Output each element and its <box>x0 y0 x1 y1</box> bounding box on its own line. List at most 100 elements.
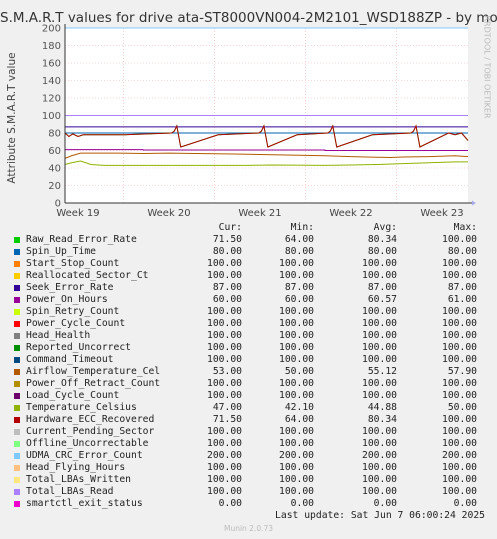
last-update: Last update: Sat Jun 7 06:00:24 2025 <box>275 510 485 521</box>
y-tick-label: 160 <box>42 59 61 70</box>
legend-series-name: Power_Off_Retract_Count <box>26 378 161 389</box>
legend-row: Spin_Retry_Count 100.00 100.00 100.00 100.00 <box>12 306 487 318</box>
chart-title: S.M.A.R.T values for drive ata-ST8000VN0… <box>0 10 497 26</box>
legend-min-value: 100.00 <box>279 342 314 353</box>
legend-max-value: 57.90 <box>447 366 477 377</box>
legend-swatch <box>14 285 20 291</box>
legend-row: Reallocated_Sector_Ct 100.00 100.00 100.00 1… <box>12 270 487 282</box>
legend-header-avg: Avg: <box>373 222 397 233</box>
legend-avg-value: 200.00 <box>362 450 397 461</box>
legend-swatch <box>14 489 20 495</box>
legend-cur-value: 100.00 <box>207 330 242 341</box>
legend-series-name: Offline_Uncorrectable <box>26 438 149 449</box>
y-tick-label: 80 <box>48 129 61 140</box>
legend-cur-value: 0.00 <box>218 498 242 509</box>
legend-max-value: 100.00 <box>442 318 477 329</box>
x-tick-label: Week 21 <box>238 208 281 219</box>
legend-series-name: Total_LBAs_Read <box>26 486 114 497</box>
legend-series-name: Hardware_ECC_Recovered <box>26 414 155 425</box>
legend-min-value: 100.00 <box>279 438 314 449</box>
legend-series-name: Power_Cycle_Count <box>26 318 126 329</box>
legend-swatch <box>14 465 20 471</box>
legend-row: Start_Stop_Count 100.00 100.00 100.00 100.00 <box>12 258 487 270</box>
legend-max-value: 61.00 <box>447 294 477 305</box>
legend-cur-value: 71.50 <box>212 414 242 425</box>
legend-min-value: 60.00 <box>284 294 314 305</box>
legend-min-value: 64.00 <box>284 234 314 245</box>
y-tick-label: 140 <box>42 76 61 87</box>
legend-avg-value: 87.00 <box>367 282 397 293</box>
legend-min-value: 100.00 <box>279 306 314 317</box>
legend-min-value: 100.00 <box>279 318 314 329</box>
legend-swatch <box>14 417 20 423</box>
legend-cur-value: 100.00 <box>207 270 242 281</box>
legend-cur-value: 100.00 <box>207 318 242 329</box>
legend-min-value: 100.00 <box>279 474 314 485</box>
legend-min-value: 100.00 <box>279 270 314 281</box>
legend-avg-value: 0.00 <box>373 498 397 509</box>
y-tick-label: 100 <box>42 111 61 122</box>
legend-cur-value: 100.00 <box>207 438 242 449</box>
legend-row: Power_Off_Retract_Count 100.00 100.00 100.0… <box>12 378 487 390</box>
legend-row: UDMA_CRC_Error_Count 200.00 200.00 200.00 20… <box>12 450 487 462</box>
legend-row: Command_Timeout 100.00 100.00 100.00 100.00 <box>12 354 487 366</box>
legend-series-name: Load_Cycle_Count <box>26 390 120 401</box>
legend-swatch <box>14 477 20 483</box>
legend-max-value: 100.00 <box>442 414 477 425</box>
legend-header-cur: Cur: <box>218 222 242 233</box>
legend-max-value: 100.00 <box>442 426 477 437</box>
series-line-temperature-celsius <box>64 160 468 166</box>
legend-row: Airflow_Temperature_Cel 53.00 50.00 55.12 57… <box>12 366 487 378</box>
legend-max-value: 100.00 <box>442 306 477 317</box>
y-tick-label: 20 <box>48 181 61 192</box>
legend-max-value: 100.00 <box>442 438 477 449</box>
legend-cur-value: 100.00 <box>207 342 242 353</box>
legend-row: Head_Flying_Hours 100.00 100.00 100.00 100.0… <box>12 462 487 474</box>
legend-cur-value: 60.00 <box>212 294 242 305</box>
legend-avg-value: 100.00 <box>362 486 397 497</box>
legend-max-value: 100.00 <box>442 234 477 245</box>
legend-min-value: 100.00 <box>279 330 314 341</box>
legend-row: Total_LBAs_Read 100.00 100.00 100.00 100.00 <box>12 486 487 498</box>
legend-row: Raw_Read_Error_Rate 71.50 64.00 80.34 100.00 <box>12 234 487 246</box>
legend-swatch <box>14 309 20 315</box>
legend-header-max: Max: <box>453 222 477 233</box>
legend-swatch <box>14 237 20 243</box>
y-tick-label: 0 <box>55 199 61 210</box>
legend-cur-value: 87.00 <box>212 282 242 293</box>
legend-series-name: Head_Health <box>26 330 91 341</box>
legend-min-value: 200.00 <box>279 450 314 461</box>
legend-cur-value: 53.00 <box>212 366 242 377</box>
legend-avg-value: 100.00 <box>362 342 397 353</box>
legend-row: Power_Cycle_Count 100.00 100.00 100.00 100.0… <box>12 318 487 330</box>
legend-min-value: 100.00 <box>279 426 314 437</box>
legend-avg-value: 100.00 <box>362 330 397 341</box>
legend-swatch <box>14 345 20 351</box>
legend-swatch <box>14 261 20 267</box>
legend-avg-value: 60.57 <box>367 294 397 305</box>
legend-cur-value: 100.00 <box>207 378 242 389</box>
series-line-hardware-ecc-recovered <box>64 124 469 148</box>
legend-swatch <box>14 441 20 447</box>
legend-series-name: Total_LBAs_Written <box>26 474 131 485</box>
legend-swatch <box>14 381 20 387</box>
legend-min-value: 87.00 <box>284 282 314 293</box>
legend-avg-value: 55.12 <box>367 366 397 377</box>
legend-row: Current_Pending_Sector 100.00 100.00 100.00… <box>12 426 487 438</box>
legend-series-name: Current_Pending_Sector <box>26 426 155 437</box>
legend-row: Spin_Up_Time 80.00 80.00 80.00 80.00 <box>12 246 487 258</box>
legend-avg-value: 100.00 <box>362 462 397 473</box>
y-tick-label: 180 <box>42 41 61 52</box>
legend-max-value: 100.00 <box>442 342 477 353</box>
legend-series-name: Airflow_Temperature_Cel <box>26 366 161 377</box>
legend-max-value: 100.00 <box>442 474 477 485</box>
legend-header: Cur: Min: Avg: Max: <box>12 222 487 234</box>
legend-series-name: Raw_Read_Error_Rate <box>26 234 137 245</box>
legend-max-value: 100.00 <box>442 462 477 473</box>
legend-max-value: 50.00 <box>447 402 477 413</box>
legend-cur-value: 100.00 <box>207 462 242 473</box>
legend-row: Reported_Uncorrect 100.00 100.00 100.00 100.… <box>12 342 487 354</box>
legend-series-name: UDMA_CRC_Error_Count <box>26 450 143 461</box>
legend-row: Total_LBAs_Written 100.00 100.00 100.00 100.… <box>12 474 487 486</box>
legend-max-value: 100.00 <box>442 258 477 269</box>
